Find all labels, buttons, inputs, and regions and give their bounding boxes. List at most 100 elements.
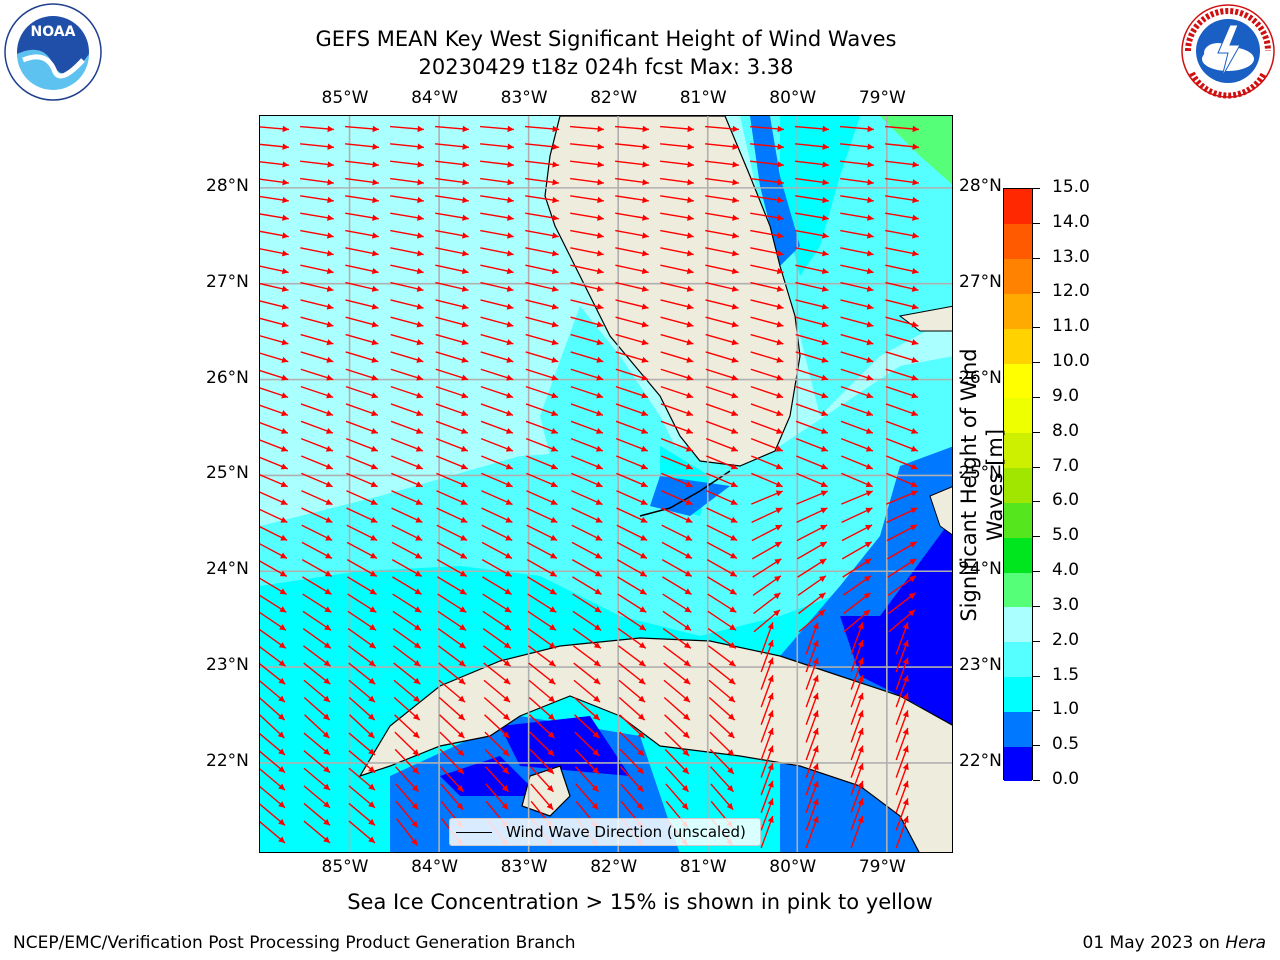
wave-direction-arrow bbox=[260, 594, 287, 613]
wave-direction-arrow bbox=[436, 559, 468, 577]
wave-direction-arrow bbox=[570, 212, 604, 221]
wave-direction-arrow bbox=[436, 541, 468, 559]
wave-direction-arrow bbox=[795, 264, 829, 275]
wave-direction-arrow bbox=[484, 731, 510, 757]
wave-direction-arrow bbox=[303, 679, 331, 703]
wave-direction-arrow bbox=[895, 798, 909, 831]
map-legend: Wind Wave Direction (unscaled) bbox=[449, 818, 761, 846]
wave-direction-arrow bbox=[798, 592, 826, 615]
wave-direction-arrow bbox=[303, 697, 331, 721]
wave-direction-arrow bbox=[570, 351, 604, 363]
colorbar-tick-label: 0.0 bbox=[1052, 769, 1080, 789]
wave-direction-arrow bbox=[390, 125, 424, 133]
wave-direction-arrow bbox=[391, 507, 423, 523]
wave-direction-arrow bbox=[895, 657, 909, 690]
colorbar-tick-label: 9.0 bbox=[1052, 385, 1080, 406]
wave-direction-arrow bbox=[392, 610, 422, 631]
colorbar-tick-mark bbox=[1033, 396, 1040, 398]
wave-direction-arrow bbox=[850, 762, 864, 796]
wave-direction-arrow bbox=[750, 403, 784, 417]
wave-direction-arrow bbox=[885, 195, 919, 204]
wave-direction-arrow bbox=[437, 593, 467, 613]
wave-direction-arrow bbox=[260, 474, 288, 488]
wave-direction-arrow bbox=[390, 403, 424, 417]
wave-direction-arrow bbox=[570, 403, 604, 417]
wave-direction-arrow bbox=[435, 160, 469, 168]
wave-direction-arrow bbox=[573, 697, 601, 721]
wave-direction-arrow bbox=[435, 264, 469, 275]
wave-direction-arrow bbox=[482, 576, 512, 595]
wave-direction-arrow bbox=[346, 490, 378, 506]
wave-direction-arrow bbox=[345, 299, 379, 310]
wave-direction-arrow bbox=[390, 281, 424, 292]
wave-direction-arrow bbox=[435, 455, 469, 470]
wave-direction-arrow bbox=[260, 577, 287, 595]
wave-direction-arrow bbox=[349, 714, 375, 739]
wave-direction-arrow bbox=[751, 541, 783, 560]
wave-direction-arrow bbox=[526, 507, 558, 523]
wave-direction-arrow bbox=[709, 766, 735, 793]
wave-direction-arrow bbox=[885, 368, 919, 381]
wave-direction-arrow bbox=[525, 403, 559, 417]
wave-direction-arrow bbox=[705, 247, 739, 257]
wave-direction-arrow bbox=[616, 541, 648, 559]
lat-tick-left: 27°N bbox=[206, 271, 249, 292]
wave-direction-arrow bbox=[347, 576, 377, 595]
wave-direction-arrow bbox=[260, 714, 285, 739]
wave-direction-arrow bbox=[348, 662, 376, 685]
wave-direction-arrow bbox=[303, 662, 331, 685]
wave-direction-arrow bbox=[484, 748, 510, 775]
wave-direction-arrow bbox=[392, 593, 422, 613]
wave-direction-arrow bbox=[760, 657, 774, 690]
wave-direction-arrow bbox=[796, 507, 828, 524]
wave-direction-arrow bbox=[805, 639, 819, 673]
colorbar-segment bbox=[1004, 572, 1032, 608]
wave-direction-arrow bbox=[885, 385, 919, 399]
wave-direction-arrow bbox=[435, 316, 469, 328]
lon-tick-bottom: 85°W bbox=[321, 857, 369, 877]
wave-direction-arrow bbox=[484, 714, 510, 739]
wave-direction-arrow bbox=[615, 264, 649, 275]
wave-direction-arrow bbox=[661, 490, 693, 506]
wave-direction-arrow bbox=[390, 177, 424, 186]
wave-direction-arrow bbox=[660, 351, 694, 363]
wave-direction-arrow bbox=[760, 815, 774, 849]
wave-direction-arrow bbox=[660, 229, 694, 239]
wave-direction-arrow bbox=[525, 333, 559, 346]
wave-direction-arrow bbox=[303, 802, 331, 826]
colorbar-tick-mark bbox=[1033, 292, 1040, 294]
wave-direction-arrow bbox=[435, 143, 469, 150]
sea-ice-note: Sea Ice Concentration > 15% is shown in … bbox=[347, 890, 933, 914]
wave-direction-arrow bbox=[303, 732, 331, 756]
wave-direction-arrow bbox=[615, 403, 649, 417]
wave-direction-arrow bbox=[345, 385, 379, 399]
wave-direction-arrow bbox=[572, 610, 602, 631]
wave-direction-arrow bbox=[885, 351, 919, 363]
lon-tick-bottom: 79°W bbox=[858, 857, 906, 877]
wave-direction-arrow bbox=[435, 299, 469, 310]
wave-direction-arrow bbox=[795, 160, 829, 168]
wave-direction-arrow bbox=[840, 160, 874, 168]
wave-direction-arrow bbox=[885, 177, 919, 186]
wave-direction-arrow bbox=[302, 627, 332, 649]
wave-direction-arrow bbox=[760, 674, 774, 708]
wave-direction-arrow bbox=[260, 439, 289, 452]
wave-direction-arrow bbox=[619, 731, 645, 757]
wave-direction-arrow bbox=[525, 351, 559, 363]
wave-direction-arrow bbox=[395, 818, 419, 846]
lon-tick-top: 80°W bbox=[769, 88, 817, 108]
wave-direction-arrow bbox=[795, 177, 829, 186]
wave-direction-arrow bbox=[660, 212, 694, 221]
wave-direction-arrow bbox=[260, 161, 289, 168]
wave-direction-arrow bbox=[615, 247, 649, 257]
wave-direction-arrow bbox=[345, 437, 379, 452]
wave-direction-arrow bbox=[260, 422, 289, 434]
wave-direction-arrow bbox=[435, 368, 469, 381]
wave-direction-arrow bbox=[391, 524, 423, 542]
wave-direction-arrow bbox=[438, 662, 466, 685]
lat-tick-left: 25°N bbox=[206, 463, 249, 484]
wave-direction-arrow bbox=[885, 247, 919, 257]
wave-direction-arrow bbox=[885, 143, 919, 150]
wave-direction-arrow bbox=[348, 750, 376, 774]
wave-direction-arrow bbox=[390, 247, 424, 257]
